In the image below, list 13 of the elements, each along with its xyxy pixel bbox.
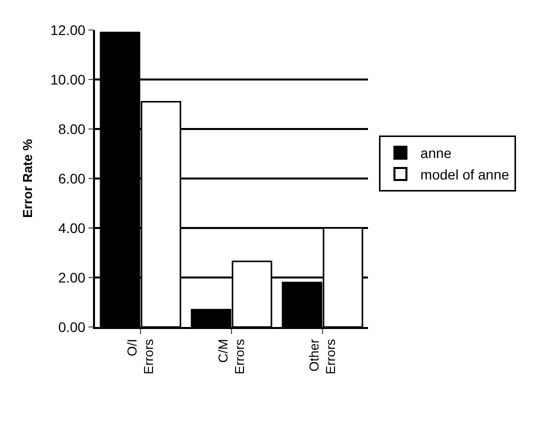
- x-tick-label: Other Errors: [306, 338, 338, 374]
- y-tick-label: 0.00: [58, 318, 86, 335]
- y-tick-label: 12.00: [50, 22, 86, 38]
- y-axis-title: Error Rate %: [20, 138, 35, 218]
- x-tick-label: O/I Errors: [124, 338, 156, 374]
- x-tick-label: C/M Errors: [215, 338, 248, 374]
- y-tick-label: 8.00: [58, 120, 86, 137]
- y-tick-label: 6.00: [58, 170, 86, 186]
- y-tick-label: 10.00: [50, 71, 86, 88]
- y-tick-label: 4.00: [58, 220, 86, 236]
- legend-label: anne: [420, 145, 452, 162]
- y-tick-label: 2.00: [58, 269, 86, 286]
- legend-label: model of anne: [420, 166, 510, 182]
